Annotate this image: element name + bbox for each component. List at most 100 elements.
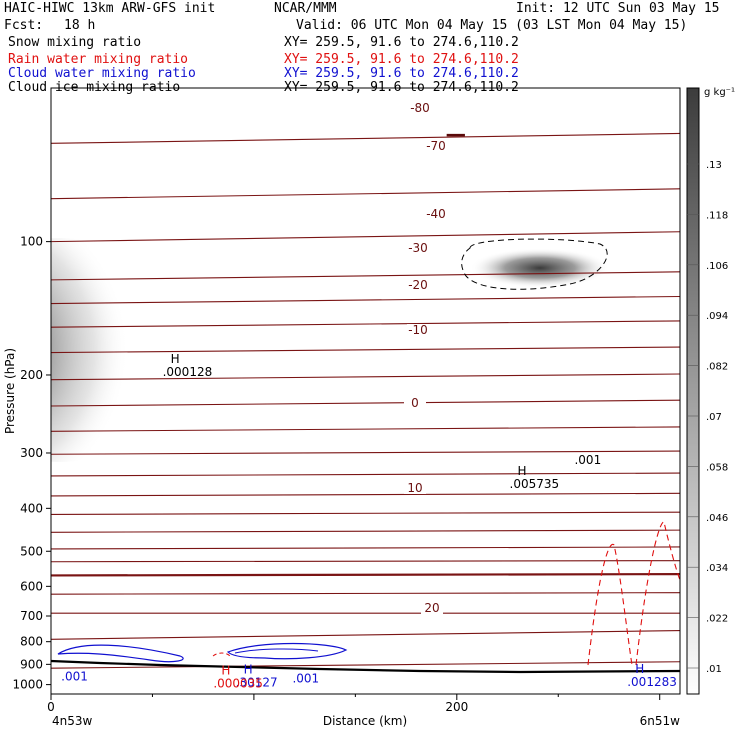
isotherm-line	[51, 399, 680, 407]
isotherm-line	[51, 492, 680, 497]
isotherm-line	[51, 592, 680, 595]
temp-label: -10	[408, 323, 428, 337]
isotherm-line	[51, 629, 680, 640]
isotherm-line	[51, 271, 680, 281]
temp-label-bg	[407, 324, 429, 336]
isotherm-line	[51, 320, 680, 328]
terrain-line	[50, 659, 681, 674]
maximum-value: .000035	[213, 676, 263, 690]
temp-label-bg	[407, 242, 429, 254]
shading-region-right	[470, 248, 610, 288]
maximum-marker: H	[171, 352, 180, 366]
colorbar-tick-label: .022	[706, 614, 728, 625]
isotherm-line	[51, 529, 680, 533]
maximum-value: .005735	[510, 477, 560, 491]
maximum-marker: H	[221, 663, 230, 677]
contour-overlays	[57, 238, 681, 666]
isotherm-line	[51, 295, 680, 305]
colorbar-unit: g kg⁻¹	[704, 87, 735, 98]
field-xy-rain: XY= 259.5, 91.6 to 274.6,110.2	[284, 52, 519, 67]
colorbar-tick-label: .13	[706, 160, 722, 171]
temp-label-bg	[407, 279, 429, 291]
y-tick-label: 600	[20, 579, 43, 593]
field-xy-cloud-water: XY= 259.5, 91.6 to 274.6,110.2	[284, 66, 519, 81]
maximum-marker: H	[244, 662, 253, 676]
contour-label: .001	[61, 670, 88, 684]
isotherm-line	[51, 472, 680, 477]
y-axis-label: Pressure (hPa)	[3, 348, 17, 434]
y-tick-label: 400	[20, 501, 43, 515]
init-time: Init: 12 UTC Sun 03 May 15	[516, 1, 720, 16]
contour-label: .001	[574, 453, 601, 467]
y-tick-label: 100	[20, 235, 43, 249]
isotherm-line	[51, 560, 680, 563]
rain-contour	[587, 543, 633, 666]
x-end-label-right: 6n51w	[640, 714, 681, 728]
temp-label-bg	[421, 602, 443, 614]
isotherm-line	[51, 231, 680, 243]
fcst-label: Fcst:	[4, 18, 44, 33]
colorbar-tick-label: .058	[706, 462, 728, 473]
colorbar-tick-label: .01	[706, 664, 722, 675]
y-axis: 100 200 300 400 500 600 700 800 900 1000	[12, 235, 51, 692]
isotherm-line	[51, 132, 680, 144]
field-xy-snow: XY= 259.5, 91.6 to 274.6,110.2	[284, 35, 519, 50]
isotherm-line	[51, 426, 680, 432]
field-name-snow: Snow mixing ratio	[8, 35, 142, 50]
temp-label: -30	[408, 241, 428, 255]
colorbar-tick-label: .094	[706, 311, 728, 322]
y-tick-label: 900	[20, 657, 43, 671]
y-tick-label: 700	[20, 609, 43, 623]
temp-label: -40	[426, 207, 446, 221]
colorbar-tick-label: .106	[706, 261, 728, 272]
temp-label: -80	[410, 101, 430, 115]
rain-contour	[212, 652, 231, 657]
rain-contour	[635, 521, 681, 666]
temp-label-bg	[409, 102, 431, 114]
cloud-water-contour	[57, 644, 184, 663]
y-tick-label: 200	[20, 368, 43, 382]
y-tick-label: 800	[20, 635, 43, 649]
colorbar-tick-label: .082	[706, 362, 728, 373]
temp-label: 10	[407, 481, 422, 495]
institution: NCAR/MMM	[274, 1, 337, 16]
x-tick-label: 200	[445, 700, 468, 714]
colorbar: g kg⁻¹ .01 .022 .034 .046 .058 .07 .082 .094 .10…	[686, 87, 735, 695]
shading-region-left	[51, 238, 175, 462]
temp-label-bg	[425, 140, 447, 152]
snow-contour	[461, 238, 608, 290]
x-end-label-left: 4n53w	[52, 714, 93, 728]
maximum-marker: H	[518, 464, 527, 478]
temp-label: 20	[424, 601, 439, 615]
terrain	[50, 659, 681, 674]
colorbar-tick-label: .034	[706, 563, 728, 574]
y-tick-label: 300	[20, 446, 43, 460]
y-tick-label: 500	[20, 544, 43, 558]
colorbar-tick-label: .046	[706, 513, 728, 524]
cloud-water-contour	[234, 648, 319, 654]
isotherm-line	[51, 450, 680, 455]
valid-time: Valid: 06 UTC Mon 04 May 15 (03 LST Mon …	[296, 18, 688, 33]
isotherm-line	[51, 373, 680, 381]
temp-label: 0	[411, 396, 419, 410]
temp-label-bg	[404, 397, 426, 409]
model-title: HAIC-HIWC 13km ARW-GFS init	[4, 1, 216, 16]
maximum-value: .001283	[627, 675, 677, 689]
fcst-value: 18 h	[64, 18, 96, 33]
isotherm-line	[51, 346, 680, 354]
isotherm-line	[51, 511, 680, 516]
temp-label: -20	[408, 278, 428, 292]
temp-label-bg	[404, 482, 426, 494]
isotherm-line	[51, 661, 680, 669]
isotherm-line	[51, 572, 680, 577]
colorbar-scale	[686, 87, 700, 695]
y-tick-label: 1000	[12, 678, 43, 692]
field-name-rain: Rain water mixing ratio	[8, 52, 189, 67]
colorbar-tick-label: .07	[706, 412, 722, 423]
contour-label: .001	[292, 672, 319, 686]
plot-frame	[50, 87, 681, 695]
maxima-annotations: H.000128H.005735H.30127H.000035H.001283.…	[61, 352, 677, 690]
x-axis: 0 200	[47, 694, 661, 714]
isotherm-line	[51, 546, 680, 550]
x-axis-label: Distance (km)	[323, 714, 407, 728]
